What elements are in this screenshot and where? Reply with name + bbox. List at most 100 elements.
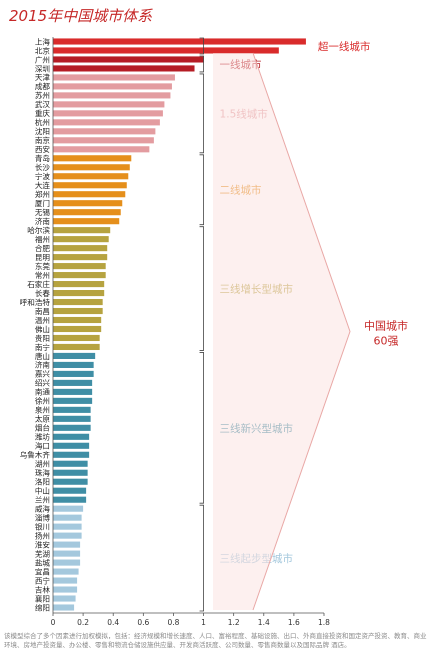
category-label-47: 湖州 xyxy=(35,460,50,469)
bar-35 xyxy=(53,352,96,359)
bar-39 xyxy=(53,388,93,395)
x-axis: 0 0.2 0.4 0.6 0.8 1 1.2 1.4 1.6 1.8 xyxy=(51,37,330,627)
category-label-11: 南京 xyxy=(35,135,51,145)
category-label-57: 芜湖 xyxy=(35,548,51,558)
category-label-20: 济南 xyxy=(35,216,51,226)
bar-63 xyxy=(53,604,75,611)
bar-44 xyxy=(53,433,90,440)
category-label-18: 厦门 xyxy=(35,198,50,208)
bar-55 xyxy=(53,532,82,539)
x-tick-label-3: 0.6 xyxy=(137,618,149,627)
category-label-22: 福州 xyxy=(35,235,50,244)
category-label-36: 济南 xyxy=(35,360,51,370)
category-label-2: 广州 xyxy=(35,54,50,64)
category-label-23: 合肥 xyxy=(35,243,51,253)
category-label-52: 威海 xyxy=(35,503,51,513)
bar-5 xyxy=(53,83,172,90)
x-tick-label-0: 0 xyxy=(51,618,56,627)
category-label-5: 成都 xyxy=(35,81,51,91)
bar-30 xyxy=(53,307,103,315)
bar-31 xyxy=(53,316,102,324)
bar-20 xyxy=(53,218,120,225)
bar-37 xyxy=(53,370,94,377)
category-label-63: 绵阳 xyxy=(35,602,50,612)
bar-19 xyxy=(53,209,121,216)
category-label-45: 海口 xyxy=(35,441,50,451)
category-label-39: 南通 xyxy=(35,387,51,397)
bar-47 xyxy=(53,460,88,467)
top60-label-line2: 60强 xyxy=(374,334,399,347)
category-label-14: 长沙 xyxy=(35,162,51,172)
category-label-46: 乌鲁木齐 xyxy=(20,450,51,460)
bar-15 xyxy=(53,173,129,180)
bar-34 xyxy=(53,343,100,351)
category-label-15: 宁波 xyxy=(35,171,51,181)
x-tick-label-7: 1.4 xyxy=(258,618,270,627)
category-label-58: 盐城 xyxy=(35,557,51,567)
category-label-56: 淮安 xyxy=(35,539,51,549)
bar-24 xyxy=(53,254,108,261)
bar-40 xyxy=(53,397,93,404)
x-tick-label-4: 0.8 xyxy=(167,618,179,627)
category-label-60: 西宁 xyxy=(35,575,51,585)
top60-bracket-outline xyxy=(252,52,351,611)
bar-49 xyxy=(53,478,88,485)
category-label-49: 洛阳 xyxy=(35,477,50,487)
bar-16 xyxy=(53,182,127,189)
group-label-0: 超一线城市 xyxy=(318,40,371,53)
bar-51 xyxy=(53,496,87,503)
category-label-3: 深圳 xyxy=(35,63,50,73)
top60-label-line1: 中国城市 xyxy=(364,318,408,332)
bar-9 xyxy=(53,119,160,126)
category-label-25: 东莞 xyxy=(35,261,51,271)
category-label-33: 贵阳 xyxy=(35,333,50,343)
bar-57 xyxy=(53,550,81,557)
bar-6 xyxy=(53,92,171,99)
group-bracket-0 xyxy=(199,37,204,55)
group-bracket-6 xyxy=(199,504,204,612)
x-tick-label-8: 1.6 xyxy=(288,618,300,627)
category-label-28: 长春 xyxy=(35,288,51,298)
bar-60 xyxy=(53,577,78,584)
x-tick-label-2: 0.4 xyxy=(107,618,119,627)
category-label-42: 太原 xyxy=(35,414,51,424)
bar-56 xyxy=(53,541,81,548)
bar-36 xyxy=(53,361,94,368)
chart-title: 2015年中国城市体系 xyxy=(9,7,153,25)
bar-46 xyxy=(53,451,90,458)
top60-bracket-shape xyxy=(213,52,350,611)
category-label-62: 襄阳 xyxy=(35,593,50,603)
bar-41 xyxy=(53,406,91,413)
bar-33 xyxy=(53,334,100,342)
category-label-54: 银川 xyxy=(35,521,50,531)
x-tick-label-1: 0.2 xyxy=(77,618,89,627)
category-label-26: 常州 xyxy=(35,271,50,280)
bar-61 xyxy=(53,586,78,593)
category-label-16: 大连 xyxy=(35,180,51,190)
category-label-31: 温州 xyxy=(35,316,50,325)
category-label-40: 徐州 xyxy=(35,396,50,406)
category-label-50: 中山 xyxy=(35,486,50,496)
bar-43 xyxy=(53,424,91,431)
category-label-12: 西安 xyxy=(35,144,51,154)
category-label-9: 杭州 xyxy=(35,117,50,127)
bar-2 xyxy=(53,56,204,63)
top60-bracket: 中国城市 60强 xyxy=(213,52,408,611)
bar-32 xyxy=(53,325,102,333)
bar-23 xyxy=(53,245,108,252)
bar-26 xyxy=(53,272,106,279)
bar-38 xyxy=(53,379,93,386)
category-label-13: 青岛 xyxy=(35,153,50,163)
bar-8 xyxy=(53,110,163,117)
bar-29 xyxy=(53,298,103,306)
bar-18 xyxy=(53,200,123,207)
category-labels: 上海北京广州深圳天津成都苏州武汉重庆杭州沈阳南京西安青岛长沙宁波大连郑州厦门无锡… xyxy=(20,36,51,612)
category-label-55: 扬州 xyxy=(35,530,50,540)
category-label-35: 唐山 xyxy=(35,351,50,361)
x-tick-label-6: 1.2 xyxy=(228,618,240,627)
group-bracket-4 xyxy=(199,226,204,351)
category-label-6: 苏州 xyxy=(35,90,50,100)
bars-layer xyxy=(53,38,306,611)
bar-50 xyxy=(53,487,87,494)
